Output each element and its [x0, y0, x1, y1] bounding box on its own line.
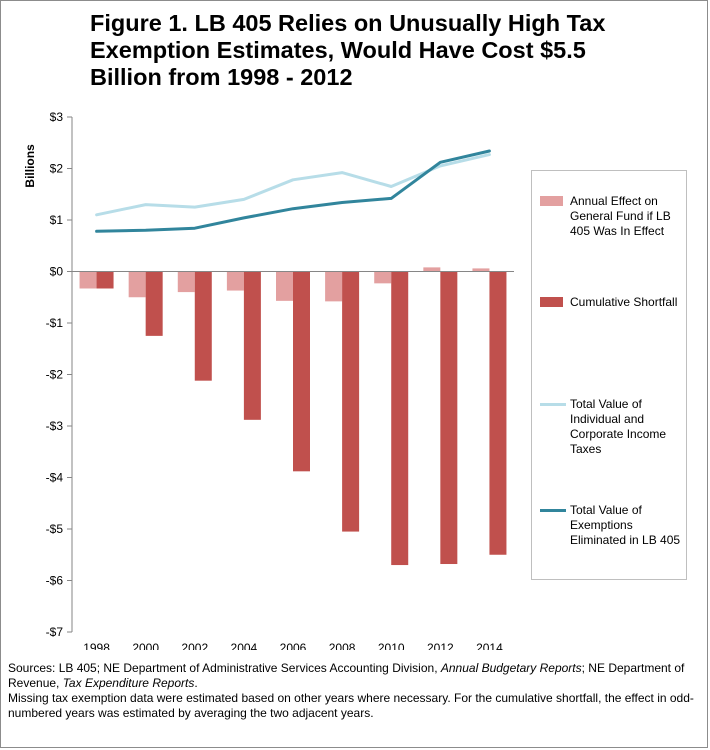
- x-tick-label: 2010: [378, 641, 405, 650]
- sources-line: Sources: LB 405; NE Department of Admini…: [8, 661, 702, 691]
- chart-title: Figure 1. LB 405 Relies on Unusually Hig…: [90, 10, 606, 90]
- y-tick-label: $0: [50, 265, 64, 279]
- sources-method-note: Missing tax exemption data were estimate…: [8, 691, 694, 720]
- sources-report-1: Annual Budgetary Reports: [440, 661, 582, 675]
- cumulative-shortfall-bar: [243, 271, 261, 420]
- cumulative-shortfall-bar: [440, 271, 458, 565]
- x-tick-label: 2012: [427, 641, 454, 650]
- sources-prefix: Sources: LB 405; NE Department of Admini…: [8, 661, 441, 675]
- y-tick-label: -$3: [46, 419, 64, 433]
- y-tick-label: -$7: [46, 625, 64, 639]
- annual-effect-bar: [374, 271, 392, 284]
- annual-effect-bar: [472, 268, 490, 272]
- sources-middle: ; NE Department of Revenue,: [8, 661, 685, 690]
- legend-bar-swatch: [540, 297, 563, 307]
- legend-item: Total Value of Exemptions Eliminated in …: [532, 503, 686, 583]
- legend-label: Total Value of Exemptions Eliminated in …: [570, 503, 681, 547]
- cumulative-shortfall-bar: [489, 271, 507, 555]
- sources-suffix: .: [194, 676, 198, 690]
- legend-label: Annual Effect on General Fund if LB 405 …: [570, 194, 671, 238]
- y-tick-label: -$1: [46, 316, 64, 330]
- sources-note: Sources: LB 405; NE Department of Admini…: [8, 661, 702, 721]
- x-tick-label: 2008: [329, 641, 356, 650]
- y-tick-label: -$4: [46, 471, 64, 485]
- y-tick-label: -$2: [46, 368, 64, 382]
- annual-effect-bar: [79, 271, 97, 289]
- cumulative-shortfall-bar: [391, 271, 409, 566]
- x-tick-label: 2000: [132, 641, 159, 650]
- x-tick-label: 2006: [280, 641, 307, 650]
- chart-area: $3 $2 $1 $0 -$1 -$2 -$3 -$4 -$5 -$6 -$7 Billions 199…: [23, 110, 514, 650]
- y-axis-title: Billions: [23, 144, 37, 188]
- cumulative-shortfall-bar: [96, 271, 114, 289]
- legend-label: Total Value of Individual and Corporate …: [570, 397, 667, 456]
- x-tick-label: 2002: [181, 641, 208, 650]
- x-tick-label: 1998: [83, 641, 110, 650]
- y-tick-label: -$6: [46, 574, 64, 588]
- legend-bar-swatch: [540, 196, 563, 206]
- chart-legend: Annual Effect on General Fund if LB 405 …: [531, 170, 687, 580]
- legend-line-swatch: [540, 509, 566, 512]
- y-tick-label: $1: [50, 213, 64, 227]
- x-tick-label: 2004: [231, 641, 258, 650]
- cumulative-shortfall-bar: [194, 271, 212, 381]
- legend-item: Annual Effect on General Fund if LB 405 …: [532, 194, 686, 274]
- annual-effect-bar: [177, 271, 195, 293]
- sources-report-2: Tax Expenditure Reports: [62, 676, 195, 690]
- legend-item: Total Value of Individual and Corporate …: [532, 397, 686, 477]
- annual-effect-bar: [226, 271, 244, 291]
- annual-effect-bar: [276, 271, 293, 301]
- y-tick-label: -$5: [46, 522, 64, 536]
- y-tick-label: $2: [50, 162, 64, 176]
- cumulative-shortfall-bar: [342, 271, 360, 532]
- y-tick-label: $3: [50, 110, 64, 124]
- legend-item: Cumulative Shortfall: [532, 295, 686, 375]
- income-taxes-line: [95, 153, 491, 217]
- exemptions-eliminated-line: [95, 149, 491, 233]
- annual-effect-bar: [423, 267, 441, 272]
- legend-line-swatch: [540, 403, 566, 406]
- cumulative-shortfall-bar: [293, 271, 310, 472]
- legend-label: Cumulative Shortfall: [570, 295, 678, 309]
- annual-effect-bar: [128, 271, 146, 298]
- cumulative-shortfall-bar: [145, 271, 163, 336]
- annual-effect-bar: [325, 271, 343, 302]
- x-tick-label: 2014: [476, 641, 503, 650]
